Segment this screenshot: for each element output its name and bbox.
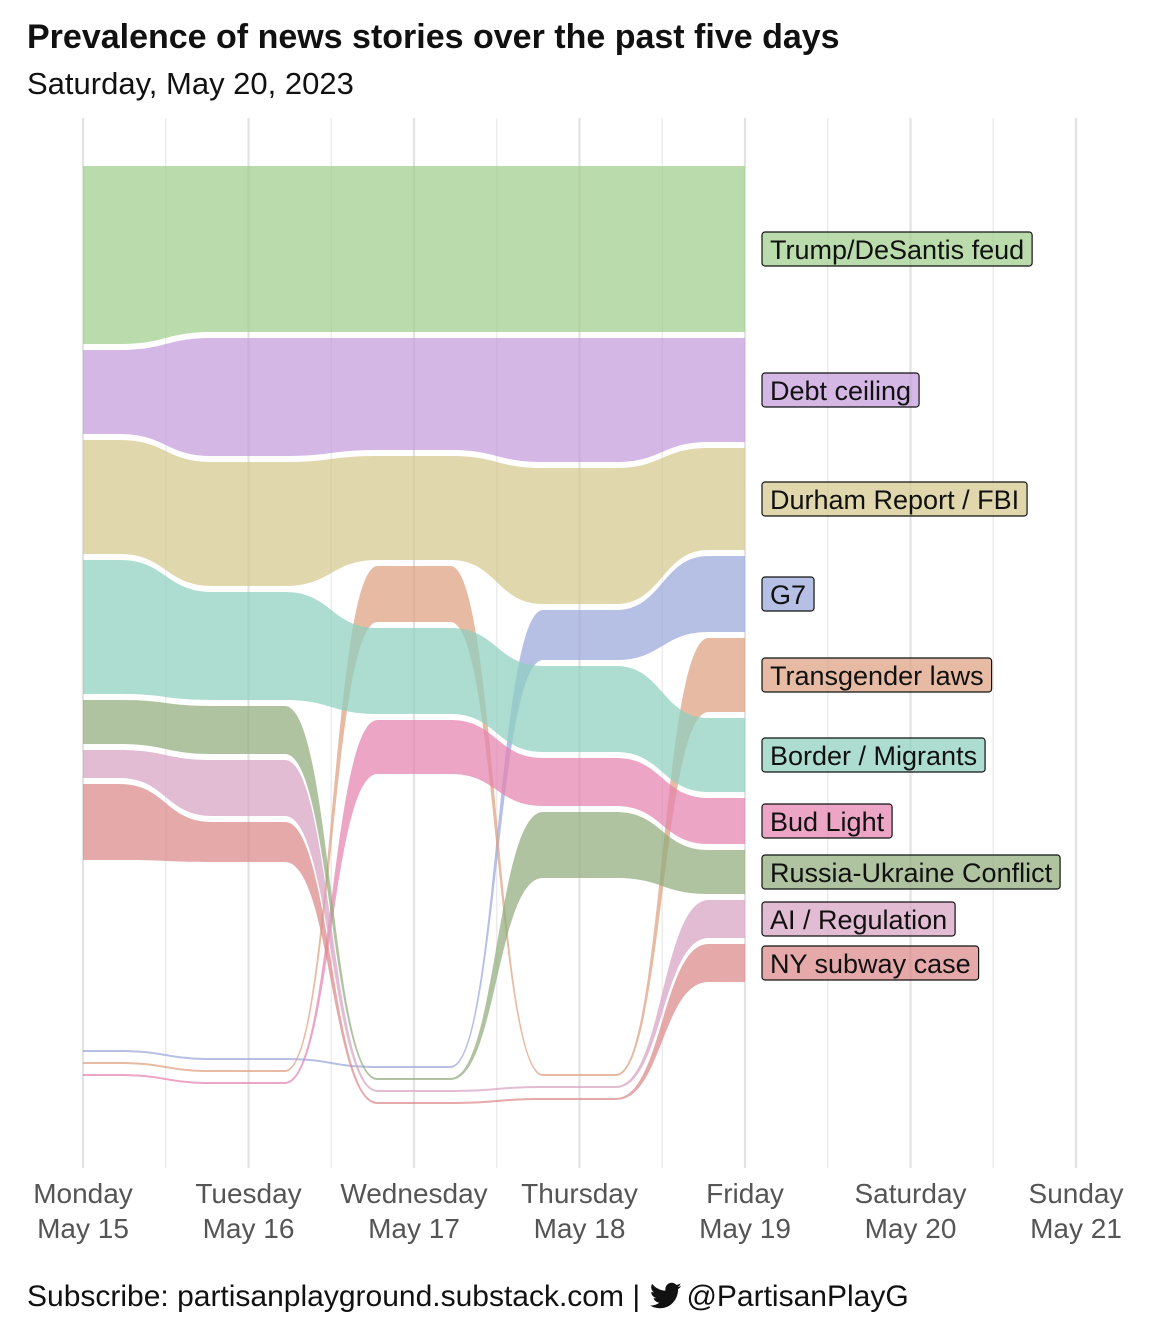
label-bud-light: Bud Light (761, 803, 893, 839)
x-tick-day: Tuesday (195, 1178, 301, 1209)
label-ny-subway-case: NY subway case (761, 945, 980, 981)
label-text: AI / Regulation (770, 905, 947, 935)
x-axis: Monday May 15 Tuesday May 16 Wednesday May 17… (33, 1178, 1123, 1244)
footer-twitter-handle: @PartisanPlayG (686, 1280, 909, 1313)
footer-subscribe-text: Subscribe: partisanplayground.substack.c… (27, 1280, 649, 1313)
label-text: Trump/DeSantis feud (770, 235, 1024, 265)
band-g7 (83, 556, 745, 1068)
footer: Subscribe: partisanplayground.substack.c… (27, 1280, 909, 1318)
band-ai-regulation (83, 750, 745, 1092)
band-ny-subway-case (83, 784, 745, 1104)
x-tick-day: Monday (33, 1178, 133, 1209)
label-box (761, 231, 1033, 267)
label-trump-desantis-feud: Trump/DeSantis feud (761, 231, 1033, 267)
label-box (761, 945, 980, 981)
label-text: Bud Light (770, 807, 885, 837)
series-labels: Trump/DeSantis feud Debt ceiling Durham Re… (761, 231, 1061, 981)
x-tick-date: May 17 (368, 1213, 460, 1244)
chart-subtitle: Saturday, May 20, 2023 (27, 66, 354, 101)
x-tick-day: Sunday (1029, 1178, 1124, 1209)
label-box (761, 481, 1028, 517)
x-tick-date: May 20 (865, 1213, 957, 1244)
x-tick-date: May 18 (534, 1213, 626, 1244)
label-text: G7 (770, 580, 806, 610)
x-tick-day: Thursday (521, 1178, 638, 1209)
label-box (761, 854, 1061, 890)
x-tick-day: Wednesday (340, 1178, 487, 1209)
label-text: Transgender laws (770, 661, 984, 691)
x-tick-date: May 19 (699, 1213, 791, 1244)
chart-title: Prevalence of news stories over the past… (27, 18, 840, 56)
label-text: NY subway case (770, 949, 971, 979)
band-durham-report-fbi (83, 440, 745, 604)
label-box (761, 737, 986, 773)
band-russia-ukraine-conflict (83, 700, 745, 1080)
x-tick-date: May 15 (37, 1213, 129, 1244)
x-tick-date: May 21 (1030, 1213, 1122, 1244)
band-trump-desantis-feud (83, 166, 745, 344)
label-text: Debt ceiling (770, 376, 911, 406)
label-box (761, 803, 893, 839)
label-text: Border / Migrants (770, 741, 977, 771)
label-durham-report-fbi: Durham Report / FBI (761, 481, 1028, 517)
x-tick-day: Friday (706, 1178, 784, 1209)
label-transgender-laws: Transgender laws (761, 657, 993, 693)
label-g7: G7 (761, 576, 815, 612)
flow-bands (83, 166, 745, 1104)
label-border-migrants: Border / Migrants (761, 737, 986, 773)
label-ai-regulation: AI / Regulation (761, 901, 956, 937)
label-box (761, 901, 956, 937)
x-tick-date: May 16 (203, 1213, 295, 1244)
label-box (761, 657, 993, 693)
label-box (761, 576, 815, 612)
band-debt-ceiling (83, 338, 745, 462)
label-russia-ukraine-conflict: Russia-Ukraine Conflict (761, 854, 1061, 890)
label-text: Durham Report / FBI (770, 485, 1019, 515)
label-text: Russia-Ukraine Conflict (770, 858, 1053, 888)
label-debt-ceiling: Debt ceiling (761, 372, 920, 408)
band-border-migrants (83, 560, 745, 792)
bump-area-chart: Trump/DeSantis feud Debt ceiling Durham Re… (33, 118, 1123, 1244)
twitter-bird-icon (650, 1282, 682, 1318)
label-box (761, 372, 920, 408)
x-tick-day: Saturday (854, 1178, 966, 1209)
